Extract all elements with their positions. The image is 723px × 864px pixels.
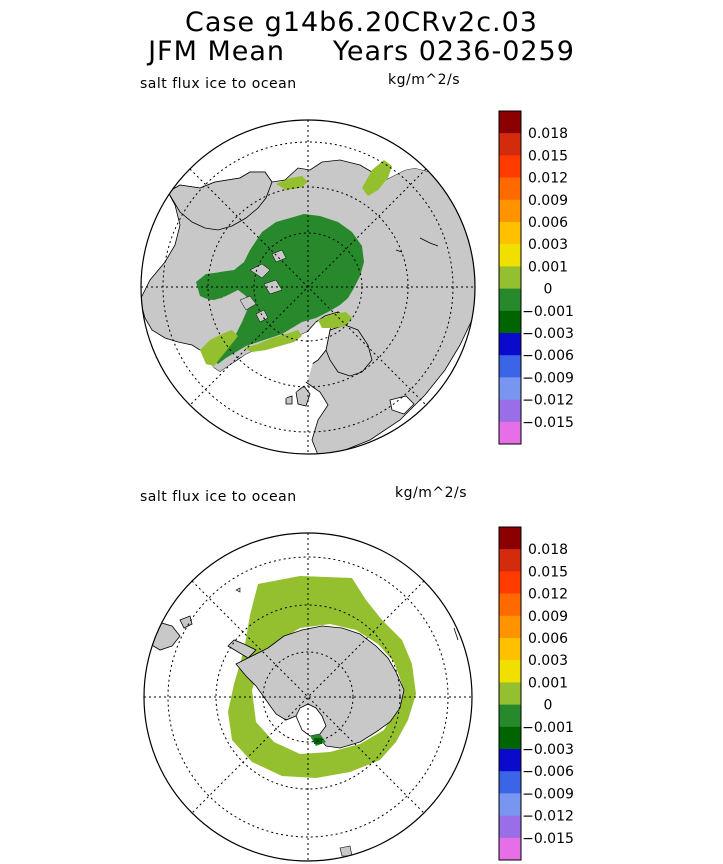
south-colorbar-swatch [499,527,521,550]
north-colorbar-tick-label: −0.001 [522,304,574,320]
south-colorbar-tick-label: −0.006 [522,764,574,780]
south-colorbar-frame [498,526,522,861]
south-colorbar-swatch [499,549,521,572]
north-colorbar-tick-label: 0 [544,282,553,298]
south-colorbar-swatch [499,615,521,639]
north-colorbar-swatch [499,355,521,378]
north-ice-fringe-bering [276,176,308,190]
north-land-scandinavia [325,324,373,377]
north-colorbar-swatch [499,133,521,156]
south-colorbar-swatch [499,815,521,839]
south-colorbar-tick-label: −0.003 [522,742,574,758]
north-colorbar-swatch [499,155,521,178]
south-variable-label: salt flux ice to ocean [140,489,297,505]
north-colorbar-tick-label: 0.015 [528,148,568,164]
north-ice-fringe-barents [318,312,352,328]
south-units-label: kg/m^2/s [395,485,467,501]
south-colorbar-swatch [499,771,521,794]
north-colorbar-tick-label: −0.012 [522,393,574,409]
south-colorbar-swatch [499,749,521,772]
south-colorbar-tick-label: −0.001 [522,720,574,736]
south-colorbar-tick-label: 0.006 [528,631,568,647]
north-colorbar-tick-label: 0.018 [528,126,568,142]
south-colorbar-tick-label: −0.009 [522,786,574,802]
north-colorbar-tick-label: 0.003 [528,237,568,253]
south-colorbar-tick-label: 0 [544,698,553,714]
north-polar-map [140,119,476,455]
north-colorbar: 0.018 0.015 0.012 0.009 0.006 0.003 0.001 0 −0.0… [498,110,574,445]
north-colorbar-tick-label: 0.012 [528,171,568,187]
north-land-greenland-top [167,171,273,231]
south-colorbar-tick-label: 0.015 [528,564,568,580]
north-colorbar-swatch [499,111,521,134]
south-colorbar-swatch [499,837,521,861]
north-colorbar-tick-label: −0.003 [522,326,574,342]
south-colorbar-swatch [499,682,521,705]
north-colorbar-swatch [499,333,521,356]
north-colorbar-swatch [499,399,521,423]
south-colorbar-swatch [499,660,521,683]
case-title: Case g14b6.20CRv2c.03 [185,7,538,38]
north-colorbar-swatch [499,177,521,201]
north-ice-fringe-labrador [200,330,238,366]
north-colorbar-swatch [499,421,521,445]
north-colorbar-swatch [499,310,521,334]
south-colorbar-swatch [499,726,521,750]
south-ice-ring [228,576,416,778]
south-colorbar-tick-label: −0.012 [522,809,574,825]
north-ice-fringe-okhotsk [362,160,392,196]
north-colorbar-swatch [499,288,521,312]
north-colorbar-frame [498,110,522,445]
period-title: JFM Mean Years 0236-0259 [148,36,575,67]
north-colorbar-swatch [499,244,521,267]
north-colorbar-swatch [499,377,521,400]
south-colorbar-swatch [499,793,521,816]
north-colorbar-tick-label: −0.015 [522,415,574,431]
north-ice-fringe-greenland [244,330,302,352]
north-colorbar-swatch [499,266,521,289]
north-ice-arctic [200,214,364,364]
south-polar-map [143,532,473,862]
south-colorbar-tick-label: 0.009 [528,609,568,625]
south-colorbar-swatch [499,593,521,617]
south-land-peninsula [227,639,257,659]
south-colorbar-tick-label: 0.018 [528,542,568,558]
north-units-label: kg/m^2/s [388,72,460,88]
south-land-antarctica [235,625,405,749]
south-colorbar-swatch [499,704,521,728]
south-colorbar-swatch [499,571,521,594]
north-colorbar-tick-label: −0.009 [522,370,574,386]
north-colorbar-tick-label: 0.009 [528,193,568,209]
south-colorbar-tick-label: 0.001 [528,675,568,691]
north-colorbar-tick-label: 0.006 [528,215,568,231]
north-colorbar-tick-label: 0.001 [528,259,568,275]
north-colorbar-swatch [499,199,521,223]
north-colorbar-swatch [499,222,521,245]
north-colorbar-tick-label: −0.006 [522,348,574,364]
south-colorbar-tick-label: 0.003 [528,653,568,669]
south-ross-sea [295,703,327,737]
north-variable-label: salt flux ice to ocean [140,76,297,92]
south-colorbar: 0.018 0.015 0.012 0.009 0.006 0.003 0.001 0 −0.0… [498,526,574,861]
south-colorbar-swatch [499,638,521,661]
north-ice-hudson-bay [196,272,232,300]
south-colorbar-tick-label: −0.015 [522,831,574,847]
south-colorbar-tick-label: 0.012 [528,587,568,603]
